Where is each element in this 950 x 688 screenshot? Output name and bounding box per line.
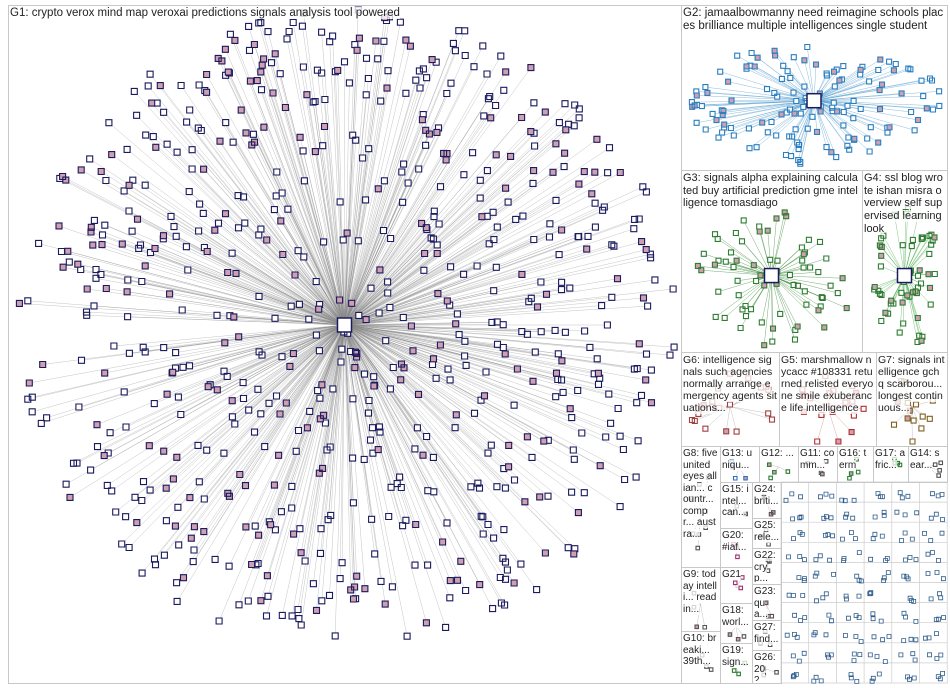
hub-node [806,92,822,109]
group-panel [720,567,753,604]
group-panel [720,446,760,483]
hub-node [763,267,780,284]
nodes [729,459,738,481]
nodes-colored [727,632,741,642]
nodes-colored [15,9,656,627]
group-panel [681,567,721,632]
edges [731,461,746,479]
nodes-colored [805,460,825,477]
group-panel [798,446,838,483]
nodes [732,575,745,591]
nodes-colored [766,462,777,475]
nodes [768,469,791,481]
hub-node [896,267,913,284]
nodes-colored [694,624,700,630]
nodes-colored [694,209,850,349]
group-panel [752,620,782,651]
nodes [741,634,747,639]
group-panel [759,446,799,483]
edges [893,380,933,442]
nodes-colored [730,510,748,517]
nodes-colored [761,494,776,517]
group-panel [681,352,780,447]
group-panel [779,352,877,447]
small-group-nodes [783,490,946,684]
nodes-colored [848,471,854,476]
nodes-colored [689,47,930,156]
group-panel [681,631,721,684]
nodes [871,205,938,346]
nodes [758,628,773,648]
nodes [892,456,903,468]
small-group-cells [780,481,948,684]
nodes [734,503,740,509]
nodes-colored [758,533,764,539]
group-panel [752,650,782,684]
nodes [799,373,867,445]
nodes [700,217,841,345]
nodes [24,6,678,640]
nodes [763,527,771,547]
group-panel [752,482,782,519]
group-panel [873,446,909,483]
nodes [731,660,748,677]
nodes [760,666,779,678]
hub-node [336,317,353,333]
group-panel [908,446,948,483]
nodes-colored [688,495,702,537]
group-panel [720,643,753,684]
edges [693,593,706,628]
nodes [731,541,740,560]
group-panel [681,446,721,568]
